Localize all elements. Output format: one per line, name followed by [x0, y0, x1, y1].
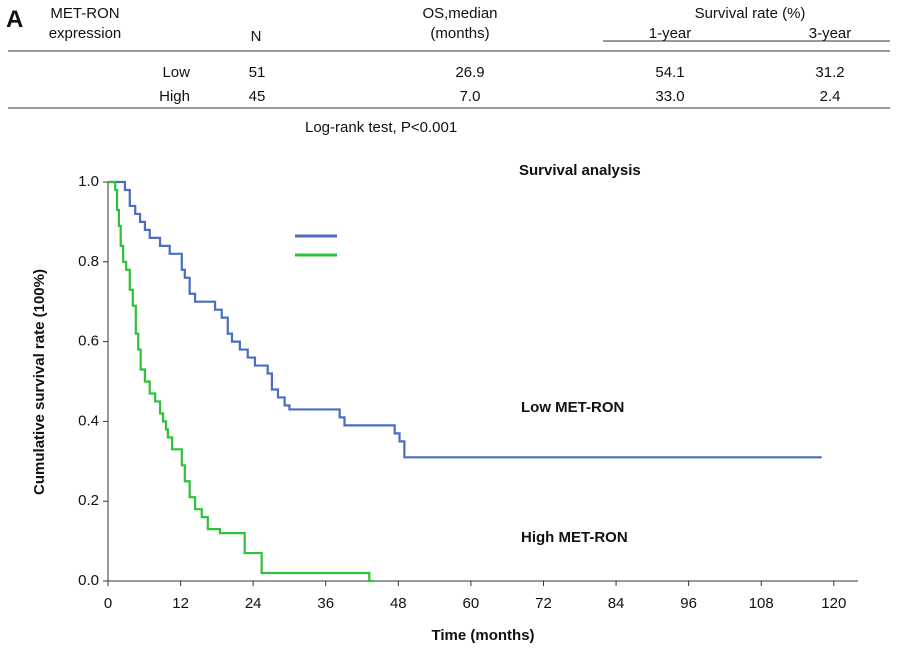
table-subheader: 1-year	[648, 25, 692, 42]
x-tick-label: 24	[245, 595, 262, 612]
y-tick-label: 0.8	[78, 253, 99, 270]
table-cell: 33.0	[655, 88, 685, 105]
x-tick-label: 12	[172, 595, 189, 612]
panel-label: A	[6, 6, 24, 33]
x-tick-label: 60	[463, 595, 480, 612]
table-cell: High	[159, 88, 190, 105]
chart-title: Survival analysis	[519, 162, 641, 179]
x-tick-label: 72	[535, 595, 552, 612]
x-tick-label: 48	[390, 595, 407, 612]
x-axis-label: Time (months)	[431, 627, 534, 644]
table-cell: 45	[248, 88, 266, 105]
x-tick-label: 108	[749, 595, 774, 612]
curve-label: High MET-RON	[521, 529, 628, 546]
y-tick-label: 0.2	[78, 492, 99, 509]
x-tick-label: 0	[104, 595, 112, 612]
table-header: Survival rate (%)	[694, 5, 806, 22]
y-tick-label: 0.0	[78, 572, 99, 589]
y-tick-label: 1.0	[78, 173, 99, 190]
table-cell: 31.2	[815, 64, 845, 81]
y-tick-label: 0.6	[78, 333, 99, 350]
curve-label: Low MET-RON	[521, 399, 624, 416]
x-tick-label: 96	[680, 595, 697, 612]
table-header: OS,median (months)	[422, 5, 498, 42]
x-tick-label: 120	[821, 595, 846, 612]
table-subheader: 3-year	[808, 25, 852, 42]
survival-curve	[108, 180, 822, 459]
y-axis-label: Cumulative survival rate (100%)	[31, 269, 48, 495]
x-tick-label: 84	[608, 595, 625, 612]
table-cell: 51	[248, 64, 266, 81]
table-cell: 26.9	[455, 64, 485, 81]
x-tick-label: 36	[317, 595, 334, 612]
table-cell: 54.1	[655, 64, 685, 81]
table-cell: Low	[162, 64, 190, 81]
table-header: N	[250, 28, 262, 45]
table-cell: 2.4	[819, 88, 841, 105]
table-note: Log-rank test, P<0.001	[305, 119, 458, 136]
survival-curve	[108, 180, 374, 583]
table-header: MET-RON expression	[48, 5, 122, 42]
table-cell: 7.0	[459, 88, 481, 105]
y-tick-label: 0.4	[78, 412, 99, 429]
